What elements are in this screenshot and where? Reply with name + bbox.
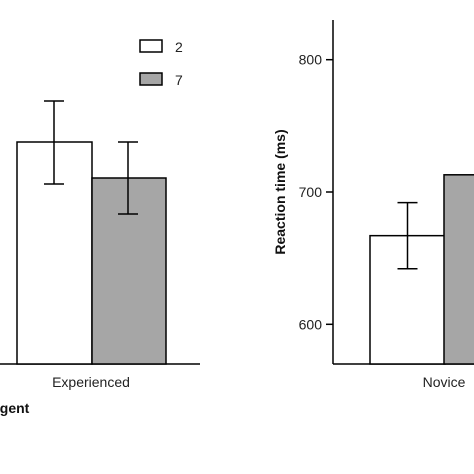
legend-swatch-7 xyxy=(139,72,163,86)
right-panel: 600 700 800 Novice Reaction time (ms) xyxy=(272,20,474,390)
legend-label-7: 7 xyxy=(175,72,183,88)
legend-swatch-2 xyxy=(139,39,163,53)
legend-label-2: 2 xyxy=(175,39,183,55)
right-y-ticks: 600 700 800 xyxy=(299,52,333,332)
right-bar-7 xyxy=(443,174,474,365)
left-x-axis-label: agent xyxy=(0,400,30,416)
right-y-axis-label: Reaction time (ms) xyxy=(272,129,288,254)
right-bars xyxy=(369,174,474,365)
right-category-label: Novice xyxy=(423,374,466,390)
left-bar-7 xyxy=(91,177,167,365)
y-tick-label-800: 800 xyxy=(299,52,323,68)
y-tick-label-700: 700 xyxy=(299,184,323,200)
y-tick-label-600: 600 xyxy=(299,316,323,332)
left-panel: Experienced agent 2 7 xyxy=(0,39,200,416)
left-category-label: Experienced xyxy=(52,374,130,390)
legend: 2 7 xyxy=(139,39,183,88)
